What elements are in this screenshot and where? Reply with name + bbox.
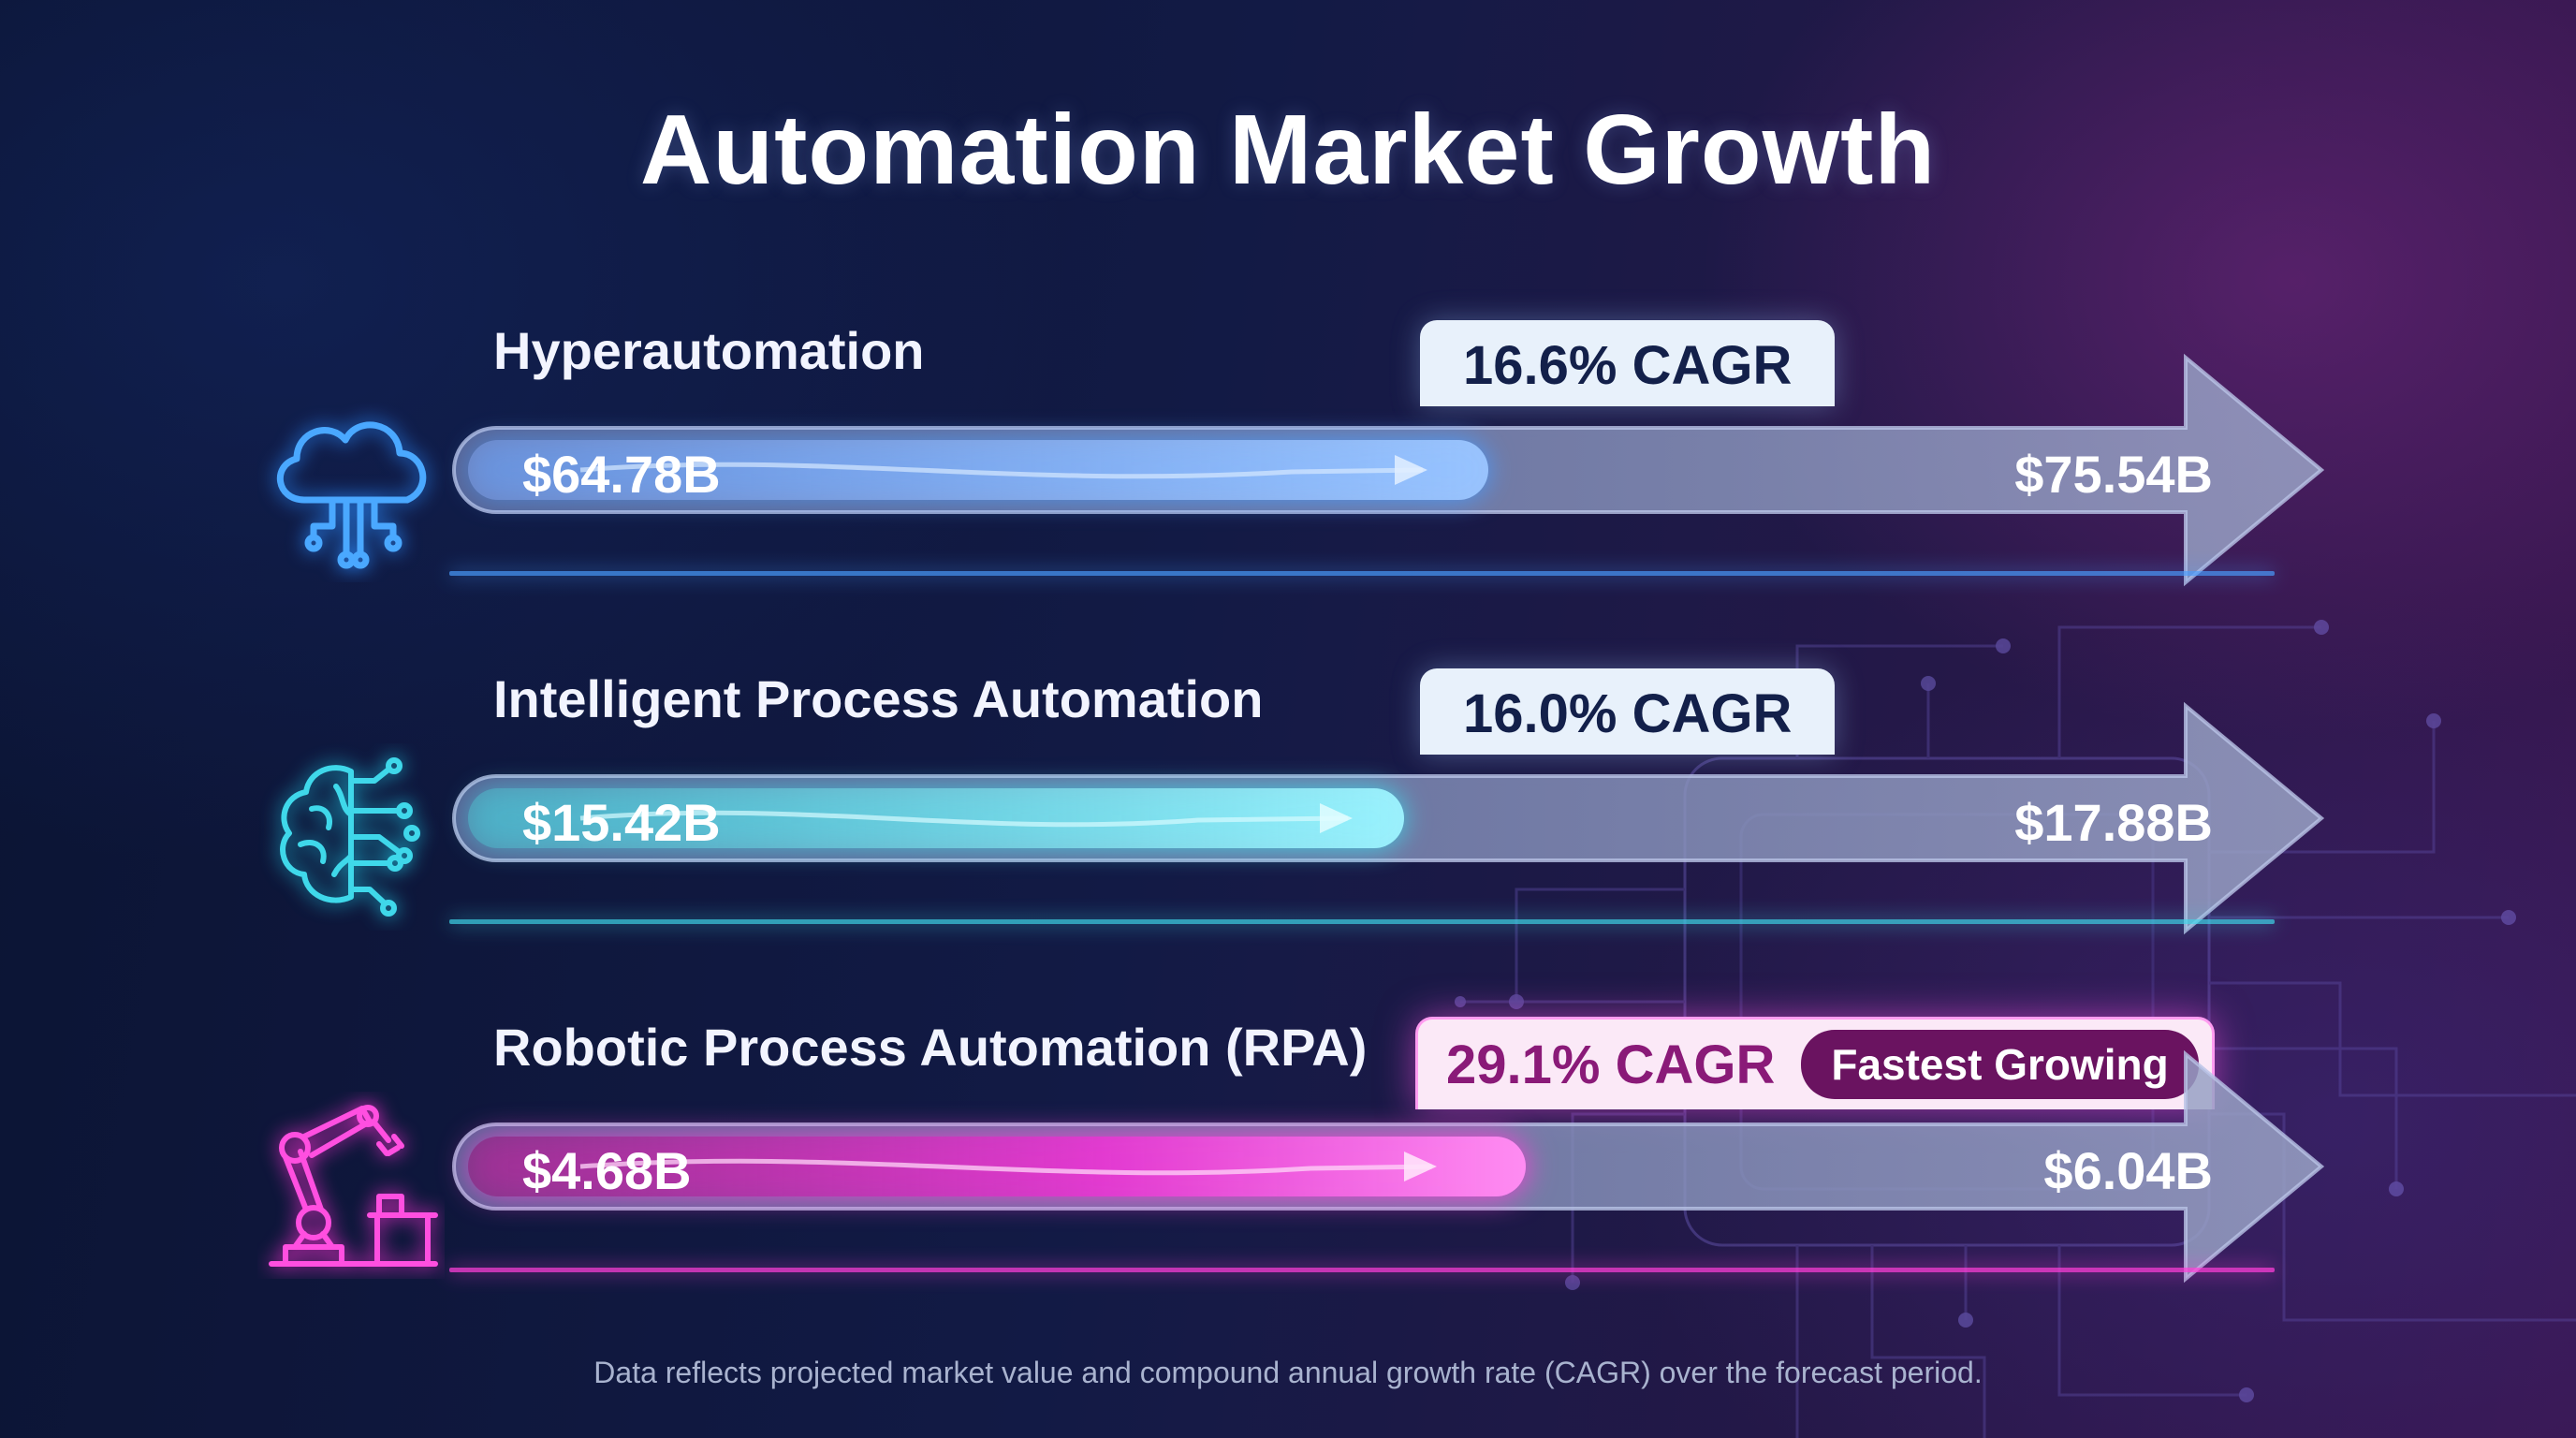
- cagr-badge-rpa: 29.1% CAGR Fastest Growing: [1415, 1017, 2215, 1109]
- footnote: Data reflects projected market value and…: [593, 1356, 1983, 1389]
- start-value: $4.68B: [522, 1141, 692, 1200]
- chart-title: Automation Market Growth: [639, 95, 1937, 205]
- cagr-badge: 16.6% CAGR: [1420, 320, 1836, 406]
- segment-label: Hyperautomation: [493, 321, 925, 380]
- progress-fill: [468, 440, 1488, 500]
- growth-arrow: [449, 1049, 2325, 1284]
- segment-label: Intelligent Process Automation: [493, 669, 1264, 728]
- segment-label: Robotic Process Automation (RPA): [493, 1018, 1368, 1077]
- fastest-growing-tag: Fastest Growing: [1801, 1030, 2199, 1099]
- segment-row-hyperautomation: 16.6% CAGR Hyperautomation: [0, 320, 2576, 629]
- cloud-circuit-icon: [277, 421, 427, 569]
- robot-arm-icon: [269, 1105, 438, 1267]
- end-value: $75.54B: [2014, 445, 2213, 504]
- start-value: $64.78B: [522, 445, 721, 504]
- end-value: $17.88B: [2014, 793, 2213, 852]
- growth-arrow: [449, 353, 2325, 587]
- start-value: $15.42B: [522, 793, 721, 852]
- cagr-value: 29.1% CAGR: [1446, 1034, 1776, 1095]
- brain-circuit-icon: [280, 757, 420, 917]
- growth-arrow: [449, 701, 2325, 935]
- progress-fill: [468, 788, 1404, 848]
- segment-row-rpa: 29.1% CAGR Fastest Growing Robotic Proce…: [0, 1017, 2576, 1326]
- cagr-badge: 16.0% CAGR: [1420, 668, 1836, 755]
- end-value: $6.04B: [2043, 1141, 2213, 1200]
- segment-row-ipa: 16.0% CAGR Intelligent Process Automatio…: [0, 668, 2576, 977]
